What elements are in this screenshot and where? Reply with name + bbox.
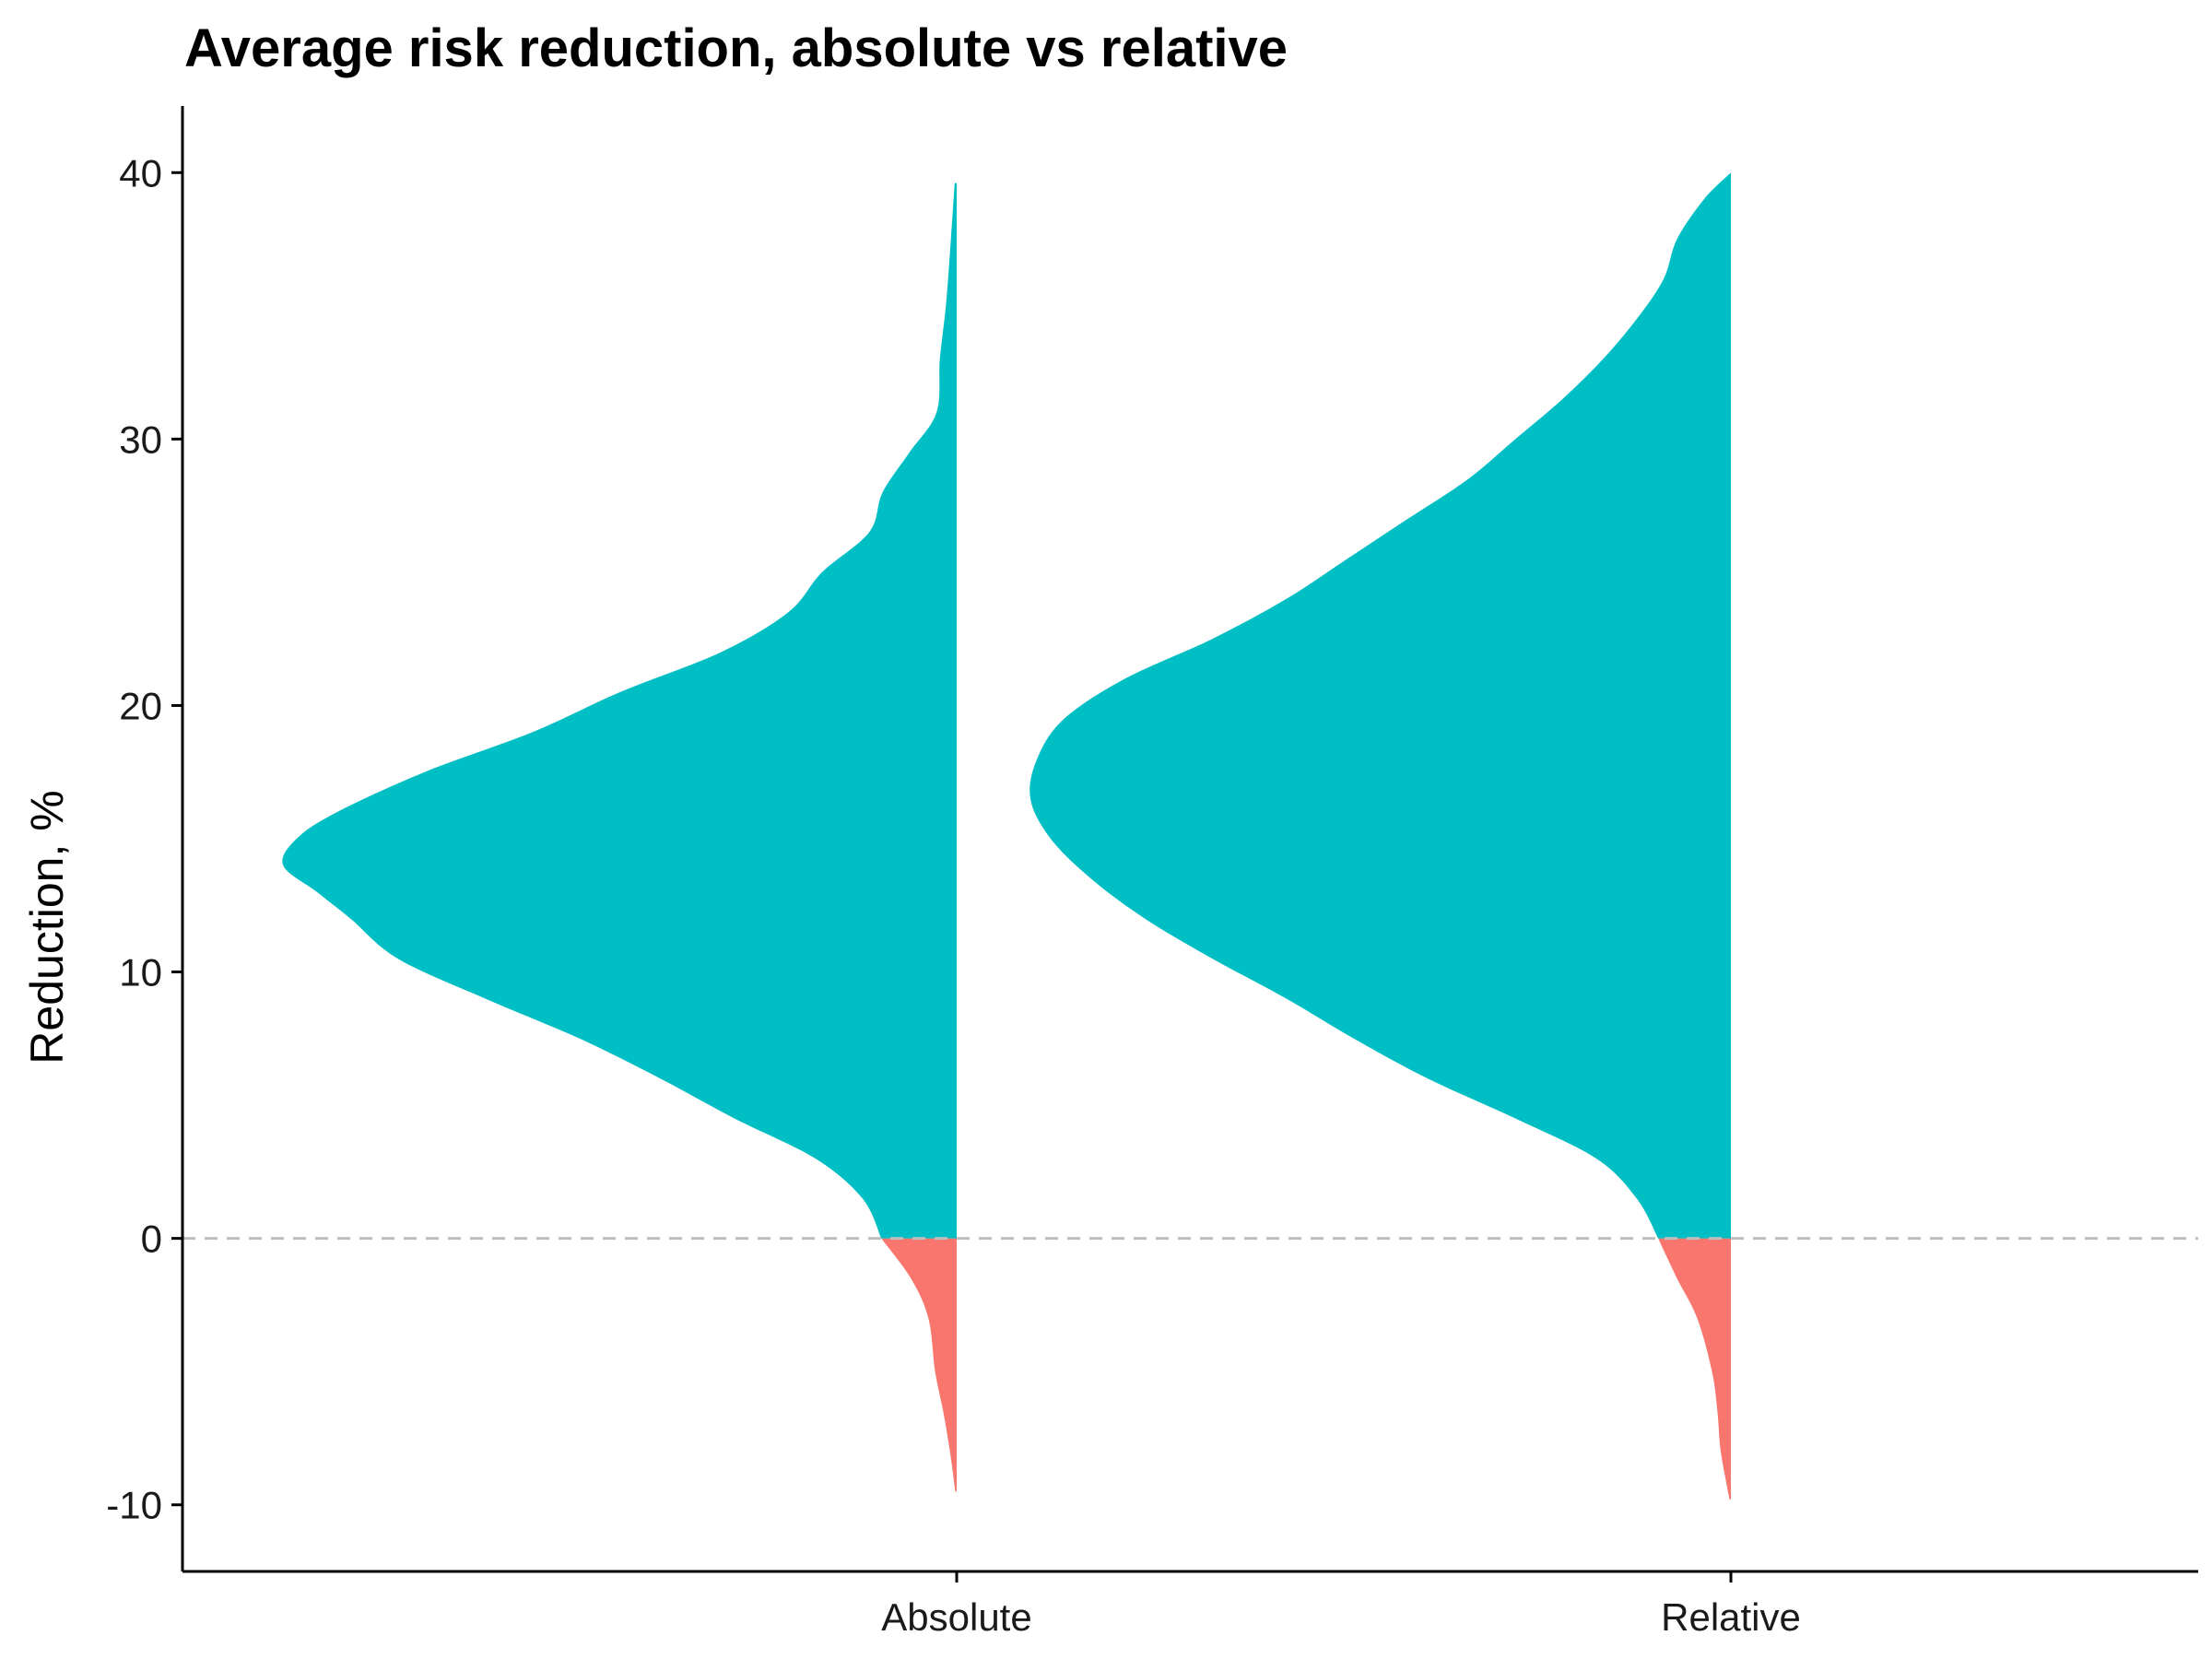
y-tick-label: 40 [119, 151, 162, 194]
y-tick-label: 20 [119, 684, 162, 727]
violin-relative-negative [1658, 1238, 1731, 1500]
x-tick-label-relative: Relative [1661, 1595, 1801, 1639]
plot-area [282, 172, 1731, 1500]
y-tick-label: -10 [106, 1484, 162, 1527]
violin-relative-positive [1030, 172, 1731, 1239]
axes: -10 0 10 20 30 40 Absolute Relative [106, 106, 2198, 1639]
y-tick-label: 30 [119, 418, 162, 461]
violin-absolute-positive [282, 182, 957, 1239]
x-tick-label-absolute: Absolute [881, 1595, 1031, 1639]
y-tick-label: 0 [141, 1218, 162, 1261]
y-axis-title: Reduction, % [21, 790, 73, 1064]
y-tick-label: 10 [119, 951, 162, 994]
chart-title: Average risk reduction, absolute vs rela… [184, 18, 1288, 78]
violin-absolute-negative [881, 1238, 957, 1492]
